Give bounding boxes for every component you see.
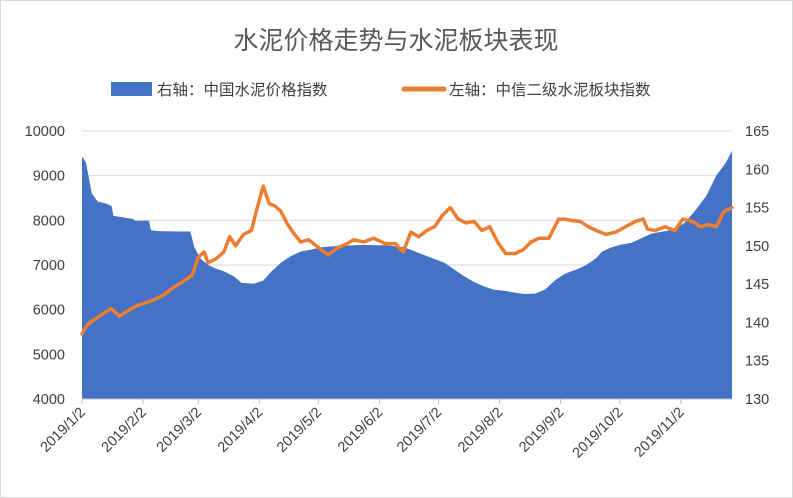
right-tick-label-145: 145	[745, 277, 769, 293]
x-tick-label-2019/9/2: 2019/9/2	[516, 404, 567, 455]
x-tick-label-2019/2/2: 2019/2/2	[99, 405, 150, 456]
right-tick-label-155: 155	[745, 201, 769, 217]
x-tick-label-2019/1/2: 2019/1/2	[38, 405, 89, 456]
line-series-layer	[80, 184, 734, 336]
left-tick-label-9000: 9000	[33, 169, 65, 185]
right-tick-label-135: 135	[745, 354, 769, 370]
left-tick-label-6000: 6000	[33, 303, 65, 319]
legend-label-cement-price-index: 右轴：中国水泥价格指数	[157, 81, 328, 99]
left-tick-label-10000: 10000	[25, 124, 65, 140]
right-tick-label-130: 130	[745, 392, 769, 408]
x-tick-label-2019/7/2: 2019/7/2	[394, 405, 445, 456]
legend-swatch-cement-price-index	[111, 82, 152, 96]
area-series-layer	[82, 150, 732, 399]
x-tick-label-2019/5/2: 2019/5/2	[274, 405, 325, 456]
x-axis: 2019/1/2 2019/2/2 2019/3/2 2019/4/2 2019/5/2…	[38, 398, 732, 461]
x-tick-label-2019/10/2: 2019/10/2	[570, 404, 627, 461]
right-axis: 130 135 140 145 150 155 160 165	[745, 124, 769, 408]
x-tick-label-2019/11/2: 2019/11/2	[631, 405, 687, 461]
right-tick-label-165: 165	[745, 124, 769, 140]
chart-title: 水泥价格走势与水泥板块表现	[233, 27, 558, 55]
x-tick-label-2019/8/2: 2019/8/2	[455, 405, 506, 456]
left-tick-label-8000: 8000	[33, 213, 65, 229]
left-tick-label-4000: 4000	[33, 392, 65, 408]
line-series-cement-sector-index	[80, 184, 734, 336]
legend-label-cement-sector-index: 左轴：中信二级水泥板块指数	[449, 81, 651, 99]
x-tick-label-2019/6/2: 2019/6/2	[335, 404, 386, 455]
left-tick-label-7000: 7000	[33, 258, 65, 274]
x-tick-label-2019/3/2: 2019/3/2	[154, 405, 205, 456]
right-tick-label-140: 140	[745, 315, 769, 331]
right-tick-label-150: 150	[745, 239, 769, 255]
left-tick-label-5000: 5000	[33, 347, 65, 363]
x-tick-label-2019/4/2: 2019/4/2	[215, 405, 266, 456]
area-series-cement-price-index	[82, 150, 732, 399]
right-tick-label-160: 160	[745, 162, 769, 178]
legend: 右轴：中国水泥价格指数 左轴：中信二级水泥板块指数	[111, 81, 651, 99]
left-axis: 4000 5000 6000 7000 8000 9000 10000	[25, 124, 65, 408]
